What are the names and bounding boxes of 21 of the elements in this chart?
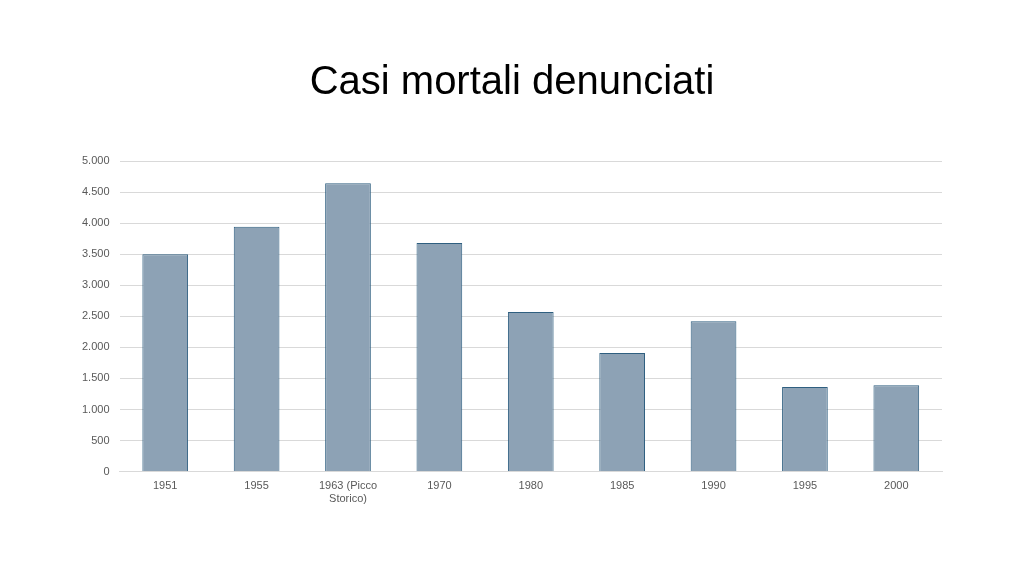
x-tick-label: 2000 [884,479,909,492]
x-tick-label: 1963 (Picco Storico) [318,479,378,505]
y-tick-label: 2.000 [82,340,110,353]
y-tick-label: 1.000 [82,402,110,415]
x-tick-label: 1980 [518,479,544,492]
chart-title: Casi mortali denunciati [308,58,716,103]
y-tick-label: 3.000 [82,278,110,291]
y-tick-label: 2.500 [82,309,110,322]
y-tick-label: 5.000 [82,154,110,167]
x-tick-label: 1995 [792,479,818,492]
x-tick-label: 1951 [152,479,178,492]
y-tick-label: 0 [103,464,110,477]
y-tick-label: 500 [91,433,110,446]
y-tick-label: 1.500 [82,371,110,384]
y-tick-label: 4.500 [82,185,110,198]
x-tick-label: 1985 [609,479,635,492]
x-tick-label: 1970 [427,479,452,492]
x-tick-label: 1990 [701,479,726,492]
y-tick-label: 4.000 [82,216,110,229]
y-tick-label: 3.500 [82,247,110,260]
x-tick-label: 1955 [244,479,269,492]
